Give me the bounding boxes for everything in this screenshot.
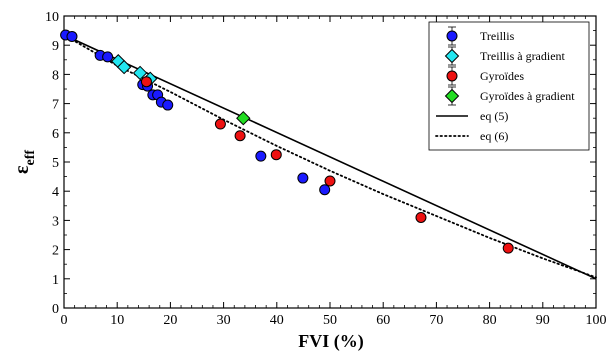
legend-marker-treillis-a-gradient (444, 48, 460, 64)
legend-label-treillis: Treillis (480, 29, 515, 43)
legend: Treillis Treillis à gradient Gyroïdes Gyroï… (428, 21, 590, 151)
point-treillis (162, 99, 174, 111)
y-tick-label: 1 (52, 273, 59, 288)
point-gyroides (415, 211, 427, 223)
y-axis-label: εeff (11, 150, 38, 174)
legend-label-treillis-a-gradient: Treillis à gradient (480, 49, 566, 63)
y-tick-label: 9 (52, 39, 59, 54)
legend-marker-gyroides (446, 70, 458, 82)
x-tick-label: 40 (270, 313, 284, 328)
point-gyroides (140, 76, 152, 88)
legend-label-eq-6: eq (6) (480, 129, 508, 143)
axes-layer: 0 10 20 30 40 50 60 70 80 90 100 0 1 2 3 4 5 6 7 8 9 10 (45, 10, 607, 328)
point-treillis (319, 184, 331, 196)
x-tick-label: 80 (483, 313, 497, 328)
y-tick-label: 2 (52, 244, 59, 259)
y-tick-label: 3 (52, 214, 59, 229)
x-tick-label: 50 (323, 313, 337, 328)
y-tick-label: 5 (52, 156, 59, 171)
point-treillis-a-gradient (116, 59, 132, 75)
point-treillis (255, 150, 267, 162)
x-axis-label: FVI (%) (298, 331, 364, 352)
legend-marker-gyroides-a-gradient (444, 88, 460, 104)
point-gyroides-a-gradient (236, 110, 251, 126)
legend-label-eq-5: eq (5) (480, 109, 508, 123)
x-tick-label: 20 (163, 313, 177, 328)
y-tick-label: 7 (52, 98, 59, 113)
x-tick-label: 100 (586, 313, 607, 328)
x-tick-label: 70 (429, 313, 443, 328)
point-gyroides (270, 149, 282, 161)
point-treillis-a-gradient (132, 65, 148, 81)
legend-marker-treillis (446, 30, 458, 42)
point-gyroides (214, 118, 226, 130)
y-axis-label-sub: eff (23, 150, 38, 166)
y-tick-label: 4 (52, 185, 59, 200)
x-tick-label: 90 (536, 313, 550, 328)
point-treillis (102, 51, 114, 63)
y-tick-label: 6 (52, 127, 59, 142)
y-axis-label-main: ε (11, 165, 33, 174)
x-tick-label: 30 (217, 313, 231, 328)
data-layer (60, 29, 597, 280)
point-treillis (297, 172, 309, 184)
point-gyroides (502, 242, 514, 254)
legend-label-gyroides-a-gradient: Gyroïdes à gradient (480, 89, 575, 103)
y-tick-label: 10 (45, 10, 59, 25)
point-treillis (66, 30, 78, 42)
y-tick-label: 8 (52, 68, 59, 83)
x-tick-label: 60 (376, 313, 390, 328)
x-tick-label: 0 (61, 313, 68, 328)
x-tick-label: 10 (110, 313, 124, 328)
legend-label-gyroides: Gyroïdes (480, 69, 524, 83)
y-tick-label: 0 (52, 302, 59, 317)
legend-box (428, 21, 590, 151)
point-gyroides (324, 175, 336, 187)
point-gyroides (234, 130, 246, 142)
